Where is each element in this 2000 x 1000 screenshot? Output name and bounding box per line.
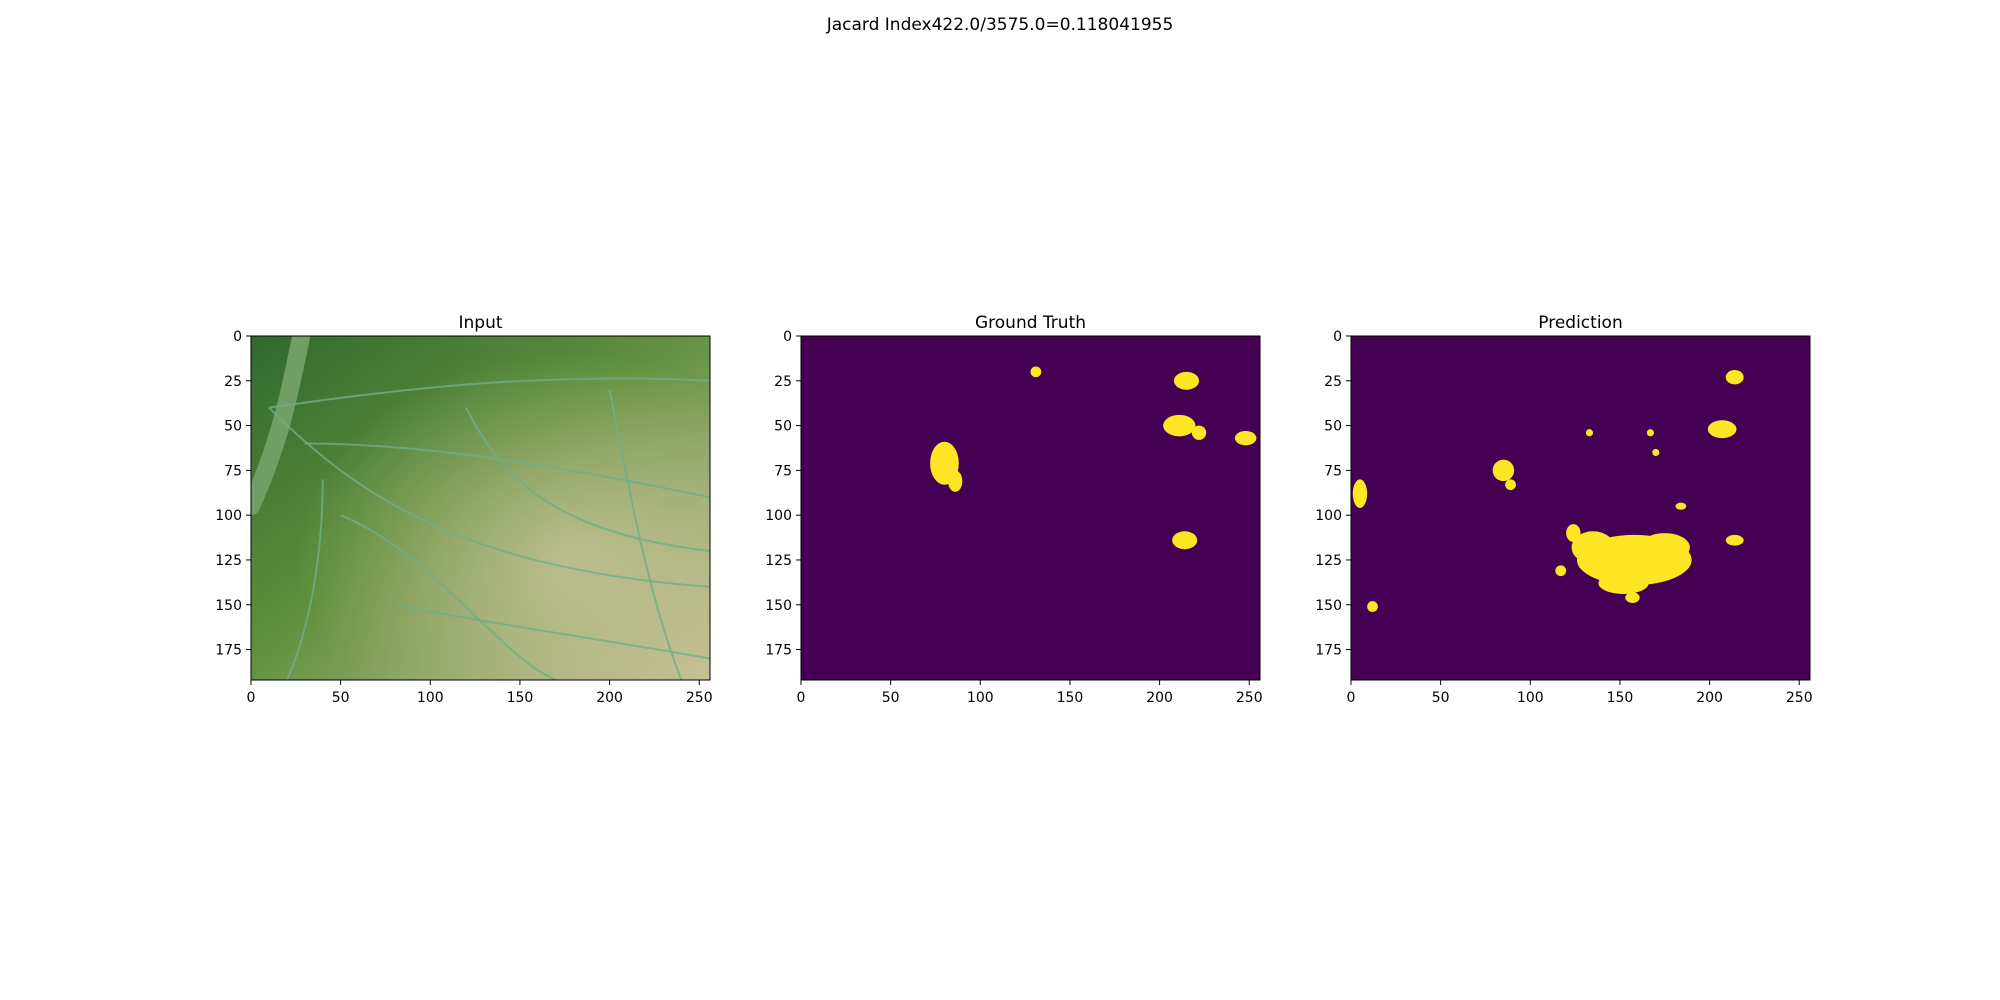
- x-tick-label: 50: [332, 690, 350, 706]
- y-tick-label: 0: [1333, 329, 1342, 345]
- leaf-highlight: [251, 336, 710, 680]
- y-tick-label: 25: [1324, 374, 1342, 390]
- mask-region: [1571, 531, 1615, 564]
- leaf-stem: [251, 336, 311, 516]
- leaf-vein: [304, 442, 710, 499]
- figure-suptitle: Jacard Index422.0/3575.0=0.118041955: [826, 15, 1174, 35]
- mask-region: [1585, 429, 1594, 437]
- y-tick-label: 75: [774, 463, 792, 479]
- mask-background: [801, 336, 1260, 680]
- mask-region: [1492, 459, 1515, 482]
- axes-title: Prediction: [1538, 313, 1622, 333]
- y-tick-label: 125: [1315, 553, 1342, 569]
- leaf-vein: [268, 377, 710, 409]
- x-tick-label: 50: [1432, 690, 1450, 706]
- x-tick-label: 100: [1517, 690, 1544, 706]
- y-tick-label: 75: [1324, 463, 1342, 479]
- mask-background: [1351, 336, 1810, 680]
- mask-region: [1675, 502, 1687, 510]
- mask-region: [1191, 425, 1207, 440]
- y-tick-label: 0: [783, 329, 792, 345]
- x-tick-label: 200: [1696, 690, 1723, 706]
- mask-region: [1555, 565, 1567, 577]
- mask-region: [1030, 366, 1042, 378]
- mask-region: [1646, 429, 1655, 437]
- x-tick-label: 100: [417, 690, 444, 706]
- x-tick-label: 50: [882, 690, 900, 706]
- x-tick-label: 150: [507, 690, 534, 706]
- y-tick-label: 100: [765, 508, 792, 524]
- mask-region: [1173, 371, 1200, 390]
- mask-region: [1172, 531, 1198, 550]
- axes-title: Input: [458, 313, 502, 333]
- mask-region: [1725, 370, 1744, 385]
- mask-region: [1707, 420, 1737, 439]
- y-tick-label: 125: [765, 553, 792, 569]
- image-area: [251, 336, 710, 680]
- leaf-vein: [465, 407, 710, 552]
- mask-region: [1505, 479, 1516, 491]
- x-tick-label: 250: [686, 690, 713, 706]
- y-tick-label: 150: [215, 598, 242, 614]
- x-tick-label: 0: [1347, 690, 1356, 706]
- y-tick-label: 100: [1315, 508, 1342, 524]
- y-tick-label: 150: [765, 598, 792, 614]
- x-tick-label: 250: [1786, 690, 1813, 706]
- leaf-vein: [285, 479, 324, 680]
- y-tick-label: 75: [224, 463, 242, 479]
- y-tick-label: 100: [215, 508, 242, 524]
- x-tick-label: 250: [1236, 690, 1263, 706]
- y-tick-label: 50: [774, 419, 792, 435]
- y-tick-label: 175: [1315, 643, 1342, 659]
- axes-2: Ground Truth 0 50 100 150 200 250 0 25 50 75 100 125…: [765, 313, 1262, 706]
- leaf-vein: [340, 514, 557, 680]
- axes-frame: [800, 335, 1261, 681]
- axes-1: Input 0 50 100 150 200 250 0 25 50 75 100 125 150 175: [215, 313, 712, 706]
- axes-frame: [1350, 335, 1811, 681]
- mask-region: [1598, 572, 1649, 594]
- y-tick-label: 25: [224, 374, 242, 390]
- y-tick-label: 0: [233, 329, 242, 345]
- mask-region: [1566, 524, 1581, 543]
- mask-region: [1652, 448, 1660, 457]
- x-tick-label: 200: [1146, 690, 1173, 706]
- leaf-vein: [394, 603, 710, 660]
- mask-region: [1352, 479, 1368, 508]
- leaf-vein: [608, 389, 683, 680]
- axes-3: Prediction 0 50 100 150 200 250 0 25 50 75 100 125 15…: [1315, 313, 1812, 706]
- image-area: [1351, 336, 1810, 680]
- mask-region: [1367, 601, 1378, 612]
- mask-region: [1234, 430, 1257, 446]
- x-tick-label: 100: [967, 690, 994, 706]
- y-tick-label: 125: [215, 553, 242, 569]
- mask-region: [1625, 592, 1640, 603]
- mask-region: [1639, 533, 1690, 562]
- y-tick-label: 50: [1324, 419, 1342, 435]
- x-tick-label: 0: [247, 690, 256, 706]
- y-tick-label: 175: [765, 643, 792, 659]
- x-tick-label: 0: [797, 690, 806, 706]
- image-area: [801, 336, 1260, 680]
- y-tick-label: 150: [1315, 598, 1342, 614]
- axes-title: Ground Truth: [975, 313, 1086, 333]
- y-tick-label: 25: [774, 374, 792, 390]
- mask-region: [948, 470, 963, 492]
- mask-region: [1163, 414, 1196, 437]
- x-tick-label: 150: [1057, 690, 1084, 706]
- y-tick-label: 175: [215, 643, 242, 659]
- mask-region: [1725, 534, 1744, 546]
- x-tick-label: 200: [596, 690, 623, 706]
- axes-frame: [250, 335, 711, 681]
- y-tick-label: 50: [224, 419, 242, 435]
- x-tick-label: 150: [1607, 690, 1634, 706]
